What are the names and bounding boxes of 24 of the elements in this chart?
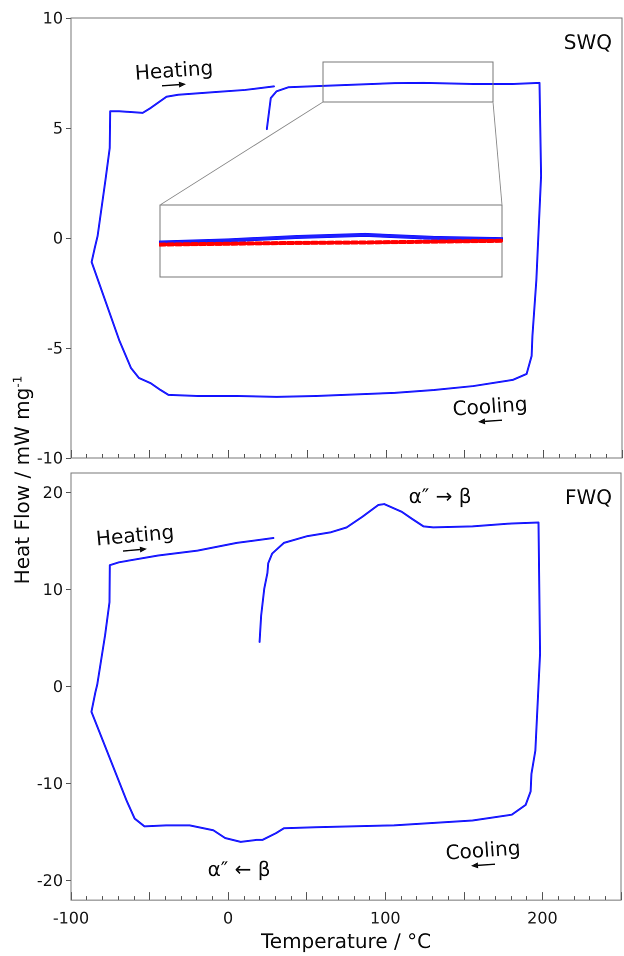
annotation: Cooling xyxy=(444,835,522,865)
annotation: FWQ xyxy=(564,485,612,509)
y-tick-label: -5 xyxy=(47,338,63,358)
x-tick-label: 100 xyxy=(370,908,401,928)
y-tick-label: 10 xyxy=(42,580,63,599)
y-tick-label: -20 xyxy=(36,871,63,890)
x-tick-label: 200 xyxy=(527,908,558,928)
y-tick-label: -10 xyxy=(36,448,63,468)
annotation: Heating xyxy=(134,55,214,85)
y-tick-label: 0 xyxy=(52,228,63,248)
y-tick-label: 20 xyxy=(42,482,63,502)
y-tick-label: -10 xyxy=(36,774,63,794)
x-tick-label: -100 xyxy=(52,908,90,928)
y-tick-label: 5 xyxy=(52,118,63,138)
annotation: SWQ xyxy=(564,30,612,54)
annotation: Heating xyxy=(94,520,176,550)
annotation: α″ → β xyxy=(408,484,472,508)
x-tick-label: 0 xyxy=(223,908,234,928)
y-tick-label: 0 xyxy=(52,677,63,696)
x-axis-title: Temperature / °C xyxy=(260,929,432,953)
annotation: Cooling xyxy=(452,391,528,421)
annotation: α″ ← β xyxy=(208,857,270,881)
line-series xyxy=(90,82,542,398)
y-tick-label: 10 xyxy=(42,8,63,28)
